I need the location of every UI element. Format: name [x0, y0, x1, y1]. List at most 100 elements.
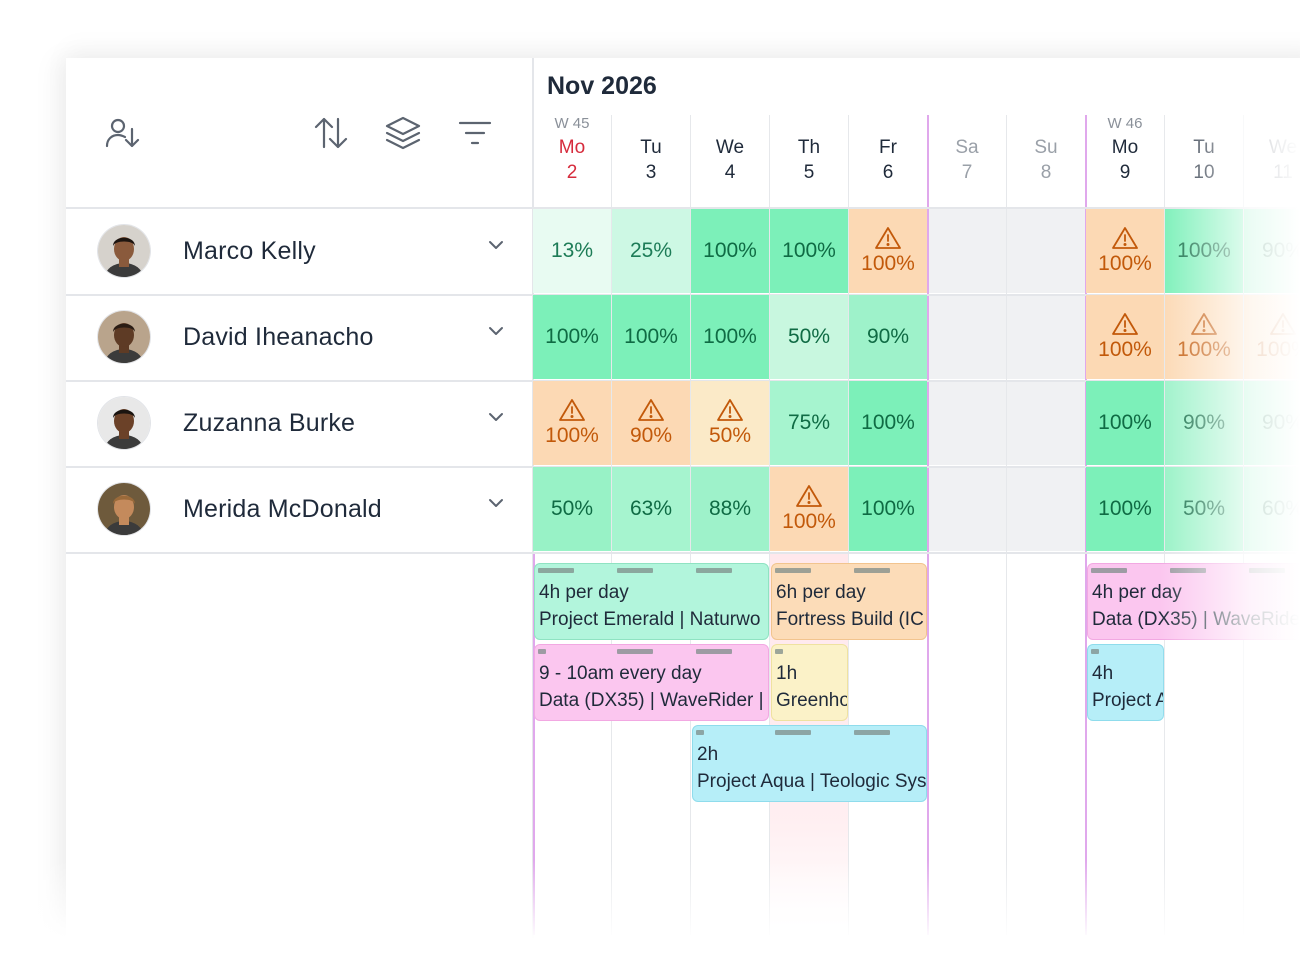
utilization-cell[interactable]: 88%: [691, 467, 769, 551]
day-number: 9: [1119, 162, 1131, 183]
utilization-cell[interactable]: 90%: [1244, 209, 1300, 293]
day-name: Fr: [879, 137, 897, 158]
booking-block[interactable]: 4h per day Project Emerald | Naturwo: [534, 563, 769, 640]
booking-hours: 2h: [697, 744, 719, 765]
overbooked-cell[interactable]: 90%: [612, 381, 690, 465]
utilization-cell[interactable]: 100%: [1086, 467, 1164, 551]
overbooked-cell[interactable]: 100%: [1244, 295, 1300, 379]
overbooked-cell[interactable]: 100%: [849, 209, 927, 293]
utilization-cell[interactable]: 100%: [770, 209, 848, 293]
day-header[interactable]: Th 5: [770, 0, 848, 190]
utilization-cell[interactable]: 100%: [1165, 209, 1243, 293]
utilization-cell[interactable]: 50%: [770, 295, 848, 379]
filter-icon[interactable]: [453, 111, 497, 155]
sort-arrows-icon[interactable]: [309, 111, 353, 155]
day-number: 4: [724, 162, 736, 183]
layers-icon[interactable]: [381, 111, 425, 155]
utilization-cell[interactable]: 100%: [1086, 381, 1164, 465]
day-marker: [775, 730, 811, 735]
booking-block[interactable]: 2h Project Aqua | Teologic Sys: [692, 725, 927, 802]
day-marker: [775, 649, 783, 654]
chevron-down-icon[interactable]: [486, 321, 506, 341]
person-sort-icon[interactable]: [100, 111, 144, 155]
utilization-cell[interactable]: 100%: [691, 295, 769, 379]
chevron-down-icon[interactable]: [486, 407, 506, 427]
utilization-cell[interactable]: 90%: [1165, 381, 1243, 465]
person-row[interactable]: Marco Kelly: [66, 209, 532, 293]
person-row[interactable]: Merida McDonald: [66, 467, 532, 551]
person-row[interactable]: David Iheanacho: [66, 295, 532, 379]
day-name: Tu: [1193, 137, 1215, 158]
utilization-cell[interactable]: 100%: [849, 381, 927, 465]
day-header[interactable]: Sa 7: [928, 0, 1006, 190]
day-header[interactable]: Tu 3: [612, 0, 690, 190]
booking-block[interactable]: 1h Greenho: [771, 644, 848, 721]
overbooked-cell[interactable]: 100%: [1086, 209, 1164, 293]
day-number: 8: [1040, 162, 1052, 183]
weekend-cell: [1007, 381, 1085, 465]
day-name: Mo: [1111, 137, 1139, 158]
weekend-cell: [928, 209, 1006, 293]
weekend-cell: [928, 381, 1006, 465]
booking-project: Data (DX35) | WaveRider |: [539, 690, 764, 711]
weekend-cell: [928, 467, 1006, 551]
utilization-value: 88%: [708, 497, 752, 520]
utilization-cell[interactable]: 100%: [612, 295, 690, 379]
day-gridline: [1006, 115, 1007, 935]
day-header[interactable]: Mo 9: [1086, 0, 1164, 190]
utilization-cell[interactable]: 50%: [1165, 467, 1243, 551]
day-header[interactable]: We 11: [1244, 0, 1300, 190]
utilization-value: 13%: [550, 239, 594, 262]
utilization-cell[interactable]: 60%: [1244, 467, 1300, 551]
utilization-value: 25%: [629, 239, 673, 262]
day-header[interactable]: Mo 2: [533, 0, 611, 190]
day-header[interactable]: Tu 10: [1165, 0, 1243, 190]
utilization-cell[interactable]: 100%: [691, 209, 769, 293]
utilization-cell[interactable]: 25%: [612, 209, 690, 293]
utilization-cell[interactable]: 75%: [770, 381, 848, 465]
booking-block[interactable]: 9 - 10am every day Data (DX35) | WaveRide…: [534, 644, 769, 721]
day-header[interactable]: Su 8: [1007, 0, 1085, 190]
person-row[interactable]: Zuzanna Burke: [66, 381, 532, 465]
overbooked-cell[interactable]: 100%: [1086, 295, 1164, 379]
avatar: [98, 397, 150, 449]
chevron-down-icon[interactable]: [486, 493, 506, 513]
row-separator: [66, 294, 532, 296]
utilization-cell[interactable]: 13%: [533, 209, 611, 293]
day-gridline: [927, 115, 929, 935]
chevron-down-icon[interactable]: [486, 235, 506, 255]
booking-block[interactable]: 6h per day Fortress Build (IC: [771, 563, 927, 640]
row-separator: [533, 552, 1300, 554]
warning-icon: [1112, 312, 1138, 338]
utilization-value: 50%: [550, 497, 594, 520]
warning-icon: [717, 398, 743, 424]
utilization-cell[interactable]: 90%: [849, 295, 927, 379]
booking-block[interactable]: 4h per day Data (DX35) | WaveRider: [1087, 563, 1300, 640]
utilization-cell[interactable]: 100%: [849, 467, 927, 551]
utilization-cell[interactable]: 100%: [533, 295, 611, 379]
warning-icon: [875, 226, 901, 252]
booking-block[interactable]: 4h Project A: [1087, 644, 1164, 721]
utilization-value: 50%: [708, 424, 752, 447]
month-label: Nov 2026: [547, 72, 657, 100]
day-marker: [696, 730, 704, 735]
utilization-cell[interactable]: 63%: [612, 467, 690, 551]
overbooked-cell[interactable]: 100%: [1165, 295, 1243, 379]
day-header[interactable]: We 4: [691, 0, 769, 190]
week-label: W 46: [1107, 115, 1143, 132]
day-header[interactable]: Fr 6: [849, 0, 927, 190]
booking-project: Fortress Build (IC: [776, 609, 924, 630]
overbooked-cell[interactable]: 100%: [770, 467, 848, 551]
person-name: David Iheanacho: [183, 323, 374, 351]
utilization-value: 100%: [1256, 338, 1300, 361]
overbooked-cell[interactable]: 50%: [691, 381, 769, 465]
utilization-cell[interactable]: 90%: [1244, 381, 1300, 465]
utilization-cell[interactable]: 50%: [533, 467, 611, 551]
utilization-value: 100%: [703, 239, 757, 262]
day-gridline: [690, 115, 691, 935]
overbooked-cell[interactable]: 100%: [533, 381, 611, 465]
warning-icon: [559, 398, 585, 424]
day-name: Su: [1034, 137, 1058, 158]
row-separator: [533, 207, 1300, 209]
